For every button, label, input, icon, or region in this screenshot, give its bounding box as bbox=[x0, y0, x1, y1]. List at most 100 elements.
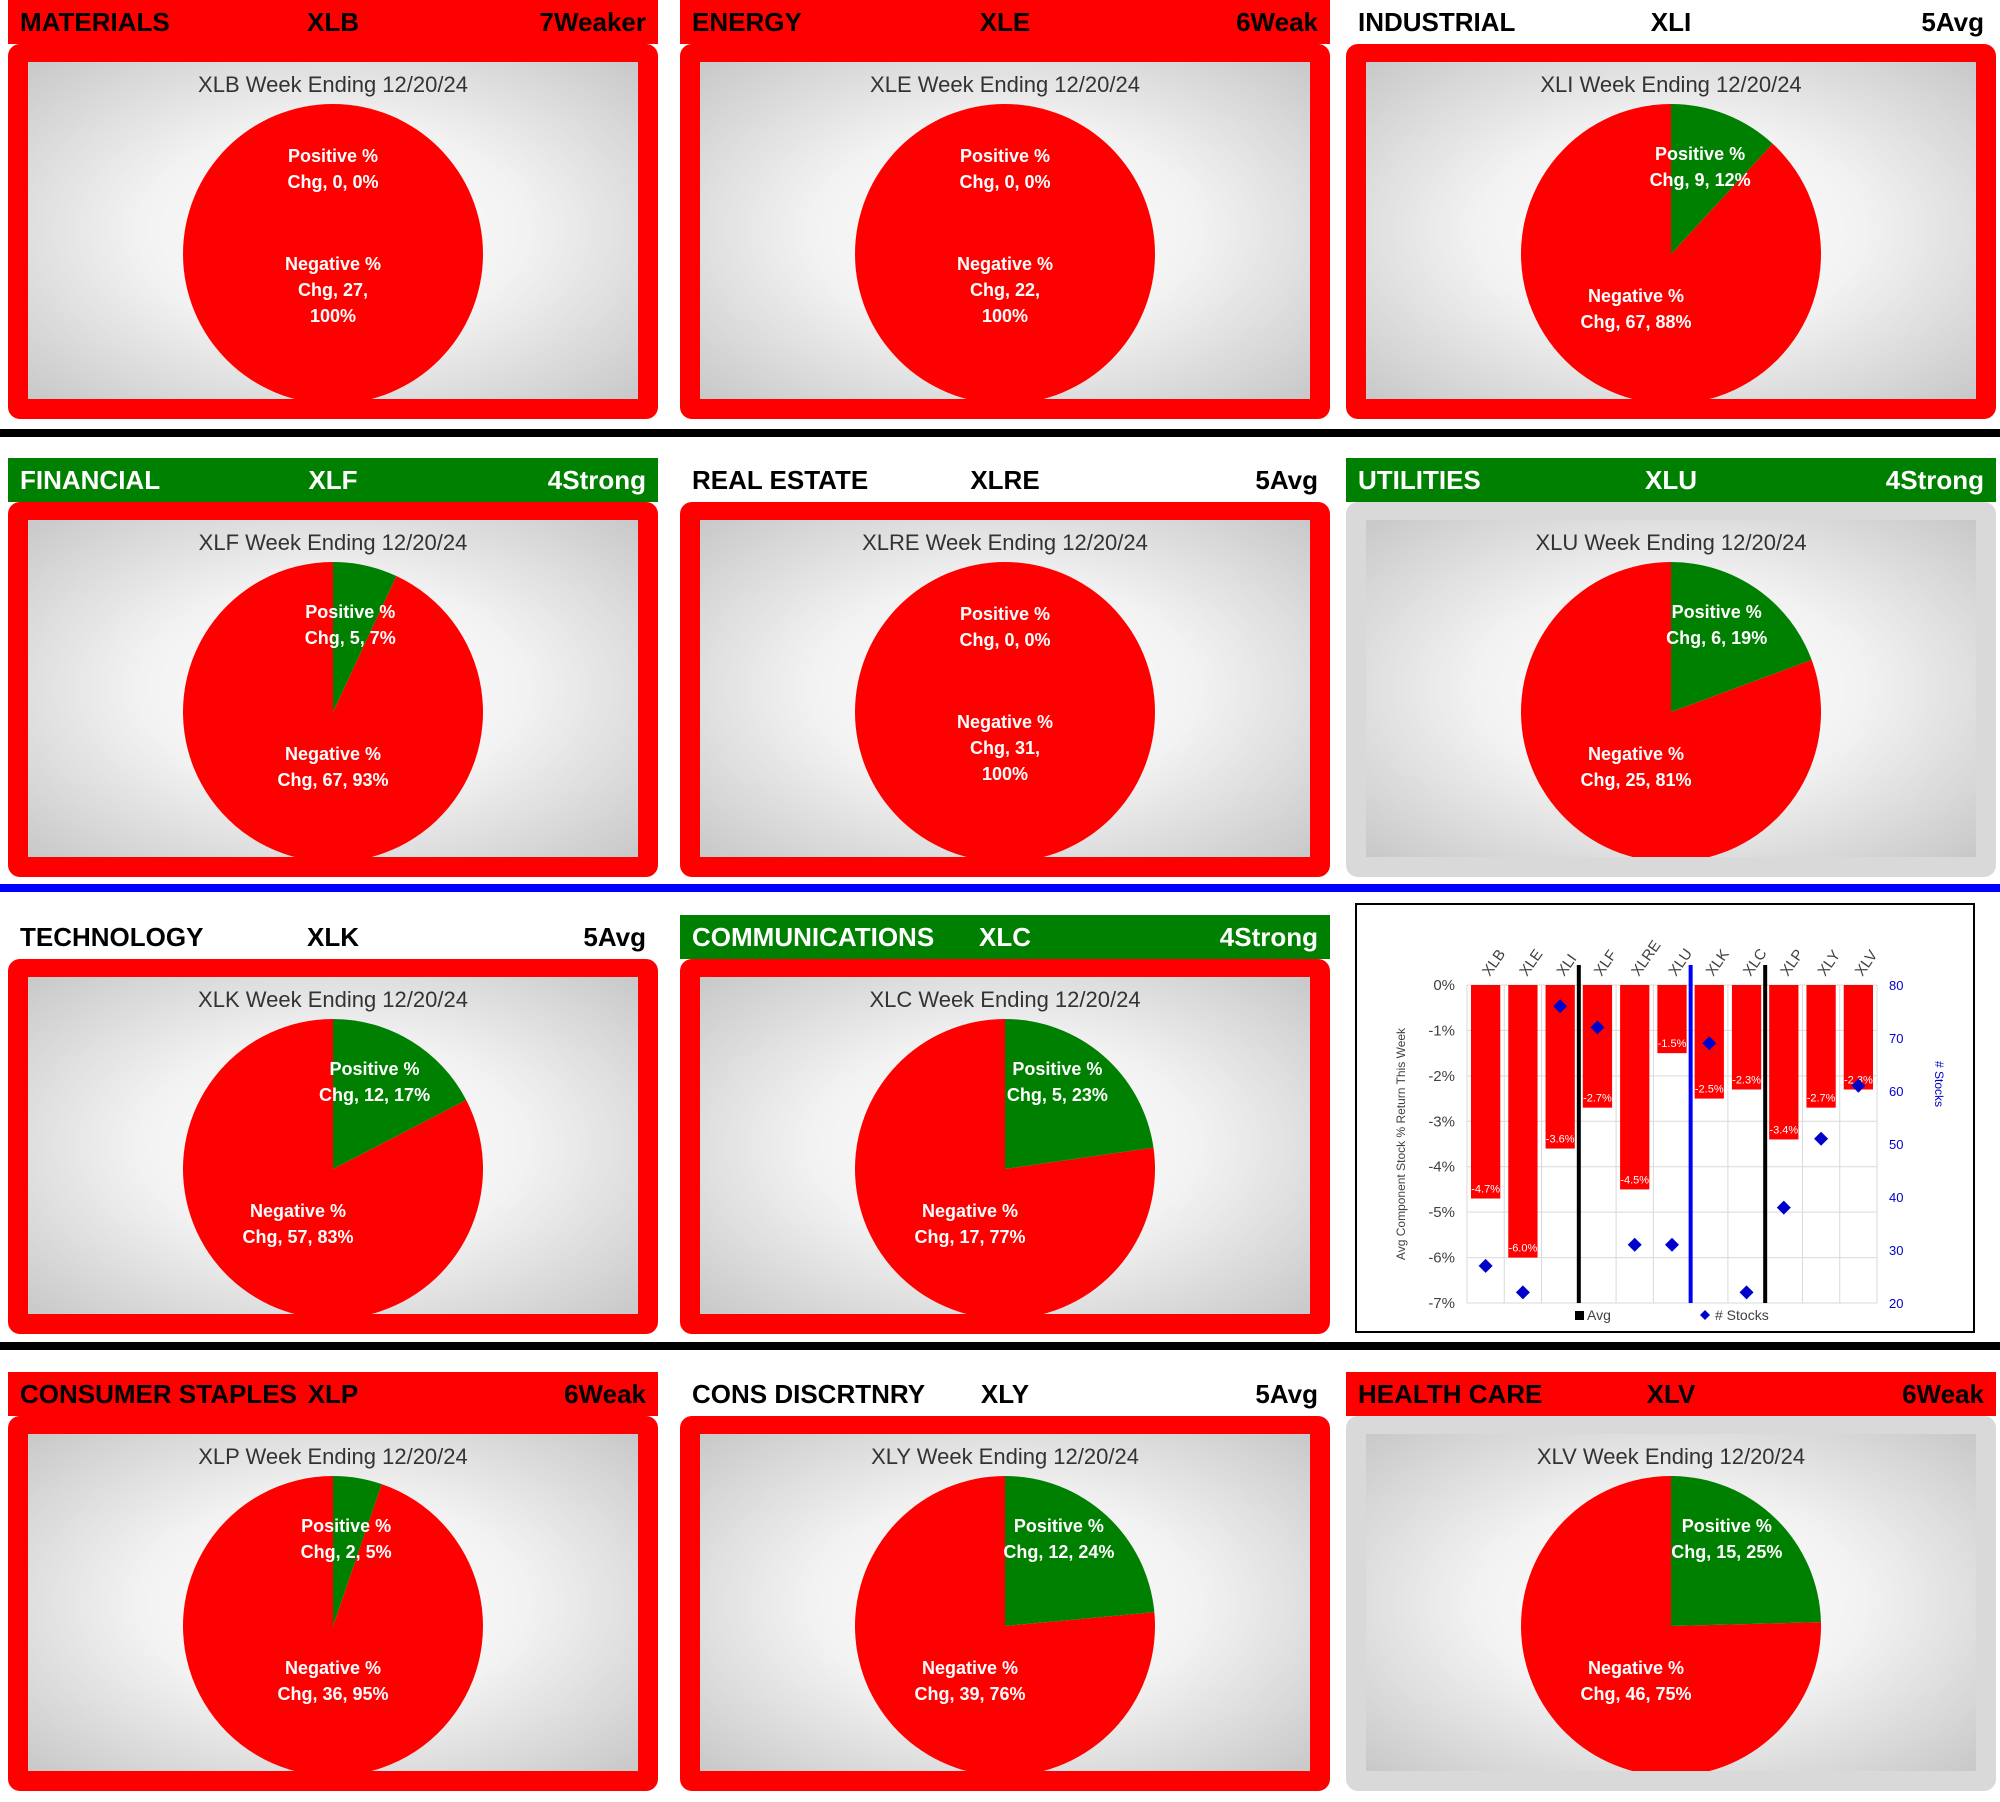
xlc-sector-name: COMMUNICATIONS bbox=[692, 921, 935, 952]
marker-xli bbox=[1553, 999, 1568, 1014]
xlc-positive-slice bbox=[1005, 1019, 1154, 1169]
bar-label-xli: -3.6% bbox=[1546, 1134, 1575, 1146]
bar-label-xlf: -2.7% bbox=[1583, 1093, 1612, 1105]
xly-positive-slice bbox=[1005, 1476, 1155, 1626]
y2-tick-label: 60 bbox=[1889, 1084, 1903, 1099]
xlv-positive-label: Positive % Chg, 15, 25% bbox=[1671, 1516, 1782, 1562]
xle-negative-slice bbox=[855, 104, 1155, 399]
xlk-pie-chart: Positive % Chg, 12, 17% Negative % Chg, 57,… bbox=[183, 1019, 483, 1314]
y2-tick-label: 20 bbox=[1889, 1296, 1903, 1311]
xlp-pie-chart: Positive % Chg, 2, 5% Negative % Chg, 36, 9… bbox=[183, 1476, 483, 1771]
xlb-positive-label: Positive % Chg, 0, 0% bbox=[287, 146, 378, 192]
xlb-chart-title: XLB Week Ending 12/20/24 bbox=[198, 72, 468, 97]
xlu-header: UTILITIES XLU 4Strong bbox=[1346, 458, 1996, 502]
xlre-sector-name: REAL ESTATE bbox=[692, 464, 869, 495]
xle-chart-title: XLE Week Ending 12/20/24 bbox=[870, 72, 1140, 97]
xly-panel: XLY Week Ending 12/20/24 Positive % Chg, 1… bbox=[680, 1416, 1330, 1791]
xly-negative-slice bbox=[855, 1476, 1155, 1771]
xli-positive-slice bbox=[1671, 104, 1773, 254]
xlk-positive-label: Positive % Chg, 12, 17% bbox=[319, 1059, 430, 1105]
xlu-negative-slice bbox=[1521, 562, 1821, 857]
xli-chart-area: XLI Week Ending 12/20/24 Positive % Chg, 9… bbox=[1366, 62, 1976, 399]
xlu-negative-label: Negative % Chg, 25, 81% bbox=[1580, 744, 1691, 790]
xlre-negative-slice bbox=[855, 562, 1155, 857]
xlv-rating: 6Weak bbox=[1902, 1378, 1984, 1409]
xlre-rating: 5Avg bbox=[1255, 464, 1318, 495]
y-tick-label: -7% bbox=[1428, 1295, 1455, 1312]
y-tick-label: -5% bbox=[1428, 1204, 1455, 1221]
category-label-xly: XLY bbox=[1814, 947, 1844, 979]
xle-header: ENERGY XLE 6Weak bbox=[680, 0, 1330, 44]
xle-rating: 6Weak bbox=[1236, 6, 1318, 37]
marker-xle bbox=[1515, 1285, 1530, 1300]
xlv-negative-label: Negative % Chg, 46, 75% bbox=[1580, 1658, 1691, 1704]
bar-xly bbox=[1806, 985, 1836, 1108]
category-label-xlp: XLP bbox=[1777, 946, 1807, 979]
category-label-xlv: XLV bbox=[1852, 947, 1882, 979]
xlf-header: FINANCIAL XLF 4Strong bbox=[8, 458, 658, 502]
xlre-chart-title: XLRE Week Ending 12/20/24 bbox=[862, 530, 1148, 555]
xle-pie-chart: Positive % Chg, 0, 0% Negative % Chg, 22, 10… bbox=[855, 104, 1155, 399]
xlk-negative-label: Negative % Chg, 57, 83% bbox=[242, 1201, 353, 1247]
y2-tick-label: 40 bbox=[1889, 1190, 1903, 1205]
bar-label-xlp: -3.4% bbox=[1769, 1124, 1798, 1136]
xlu-rating: 4Strong bbox=[1885, 464, 1984, 495]
bar-xlc bbox=[1731, 985, 1762, 1090]
xlv-chart-title: XLV Week Ending 12/20/24 bbox=[1536, 1444, 1806, 1469]
marker-xlk bbox=[1702, 1036, 1717, 1051]
y-tick-label: -2% bbox=[1428, 1068, 1455, 1085]
legend-stocks-label: # Stocks bbox=[1715, 1307, 1769, 1323]
y-tick-label: -3% bbox=[1428, 1113, 1455, 1130]
xlu-pie-chart: Positive % Chg, 6, 19% Negative % Chg, 25, … bbox=[1521, 562, 1821, 857]
xly-negative-label: Negative % Chg, 39, 76% bbox=[914, 1658, 1025, 1704]
xlb-panel: XLB Week Ending 12/20/24 Positive % Chg, 0… bbox=[8, 44, 658, 419]
y-tick-label: -1% bbox=[1428, 1022, 1455, 1039]
xlk-chart-area: XLK Week Ending 12/20/24 Positive % Chg, 1… bbox=[28, 977, 638, 1314]
marker-xlb bbox=[1478, 1258, 1493, 1273]
xle-positive-label: Positive % Chg, 0, 0% bbox=[959, 146, 1050, 192]
marker-xlc bbox=[1739, 1285, 1754, 1300]
sector-summary-svg: -4.7% -6.0% -3.6% -2.7% -4.5% -1.5% -2.5% -2.3%… bbox=[1394, 937, 1946, 1323]
xli-panel: XLI Week Ending 12/20/24 Positive % Chg, 9… bbox=[1346, 44, 1996, 419]
xlk-negative-slice bbox=[183, 1019, 483, 1314]
xlv-chart-area: XLV Week Ending 12/20/24 Positive % Chg, 1… bbox=[1366, 1434, 1976, 1771]
bar-label-xlk: -2.5% bbox=[1695, 1084, 1724, 1096]
xlc-chart-area: XLC Week Ending 12/20/24 Positive % Chg, 5… bbox=[700, 977, 1310, 1314]
xlk-header: TECHNOLOGY XLK 5Avg bbox=[8, 915, 658, 959]
xlre-positive-label: Positive % Chg, 0, 0% bbox=[959, 604, 1050, 650]
xlf-panel: XLF Week Ending 12/20/24 Positive % Chg, 5… bbox=[8, 502, 658, 877]
bar-xlu bbox=[1657, 985, 1687, 1054]
xlf-chart-title: XLF Week Ending 12/20/24 bbox=[198, 530, 468, 555]
bar-xlre bbox=[1620, 985, 1650, 1190]
y-tick-label: -4% bbox=[1428, 1159, 1455, 1176]
xlre-header: REAL ESTATE XLRE 5Avg bbox=[680, 458, 1330, 502]
marker-xly bbox=[1814, 1131, 1829, 1146]
xli-chart-title: XLI Week Ending 12/20/24 bbox=[1540, 72, 1802, 97]
xle-chart-area: XLE Week Ending 12/20/24 Positive % Chg, 0… bbox=[700, 62, 1310, 399]
xlf-positive-slice bbox=[333, 562, 397, 712]
xlu-panel: XLU Week Ending 12/20/24 Positive % Chg, 6… bbox=[1346, 502, 1996, 877]
xli-positive-label: Positive % Chg, 9, 12% bbox=[1650, 144, 1751, 190]
xlre-negative-label: Negative % Chg, 31, 100% bbox=[957, 712, 1053, 784]
xlk-chart-title: XLK Week Ending 12/20/24 bbox=[198, 987, 468, 1012]
xlf-negative-slice bbox=[183, 562, 483, 857]
y-axis-title: Avg Component Stock % Return This Week bbox=[1394, 1027, 1408, 1260]
xly-pie-chart: Positive % Chg, 12, 24% Negative % Chg, 39,… bbox=[855, 1476, 1155, 1771]
bar-xlv bbox=[1843, 985, 1873, 1090]
xlb-pie-chart: Positive % Chg, 0, 0% Negative % Chg, 27, 10… bbox=[183, 104, 483, 399]
xlp-header: CONSUMER STAPLES XLP 6Weak bbox=[8, 1372, 658, 1416]
row-separator-3 bbox=[0, 1342, 2000, 1350]
bar-label-xlc: -2.3% bbox=[1732, 1074, 1761, 1086]
xlf-pie-chart: Positive % Chg, 5, 7% Negative % Chg, 67, 9… bbox=[183, 562, 483, 857]
xlu-chart-title: XLU Week Ending 12/20/24 bbox=[1535, 530, 1807, 555]
xli-pie-chart: Positive % Chg, 9, 12% Negative % Chg, 67, … bbox=[1521, 104, 1821, 399]
xlb-negative-label: Negative % Chg, 27, 100% bbox=[285, 254, 381, 326]
xlc-negative-slice bbox=[855, 1019, 1155, 1314]
marker-xlf bbox=[1590, 1020, 1605, 1035]
xlc-pie-chart: Positive % Chg, 5, 23% Negative % Chg, 17, … bbox=[855, 1019, 1155, 1314]
xlk-rating: 5Avg bbox=[583, 921, 646, 952]
legend-stocks-swatch bbox=[1700, 1310, 1710, 1320]
xlu-positive-label: Positive % Chg, 6, 19% bbox=[1666, 602, 1767, 648]
xlk-sector-name: TECHNOLOGY bbox=[20, 921, 204, 952]
row-separator-2 bbox=[0, 884, 2000, 892]
